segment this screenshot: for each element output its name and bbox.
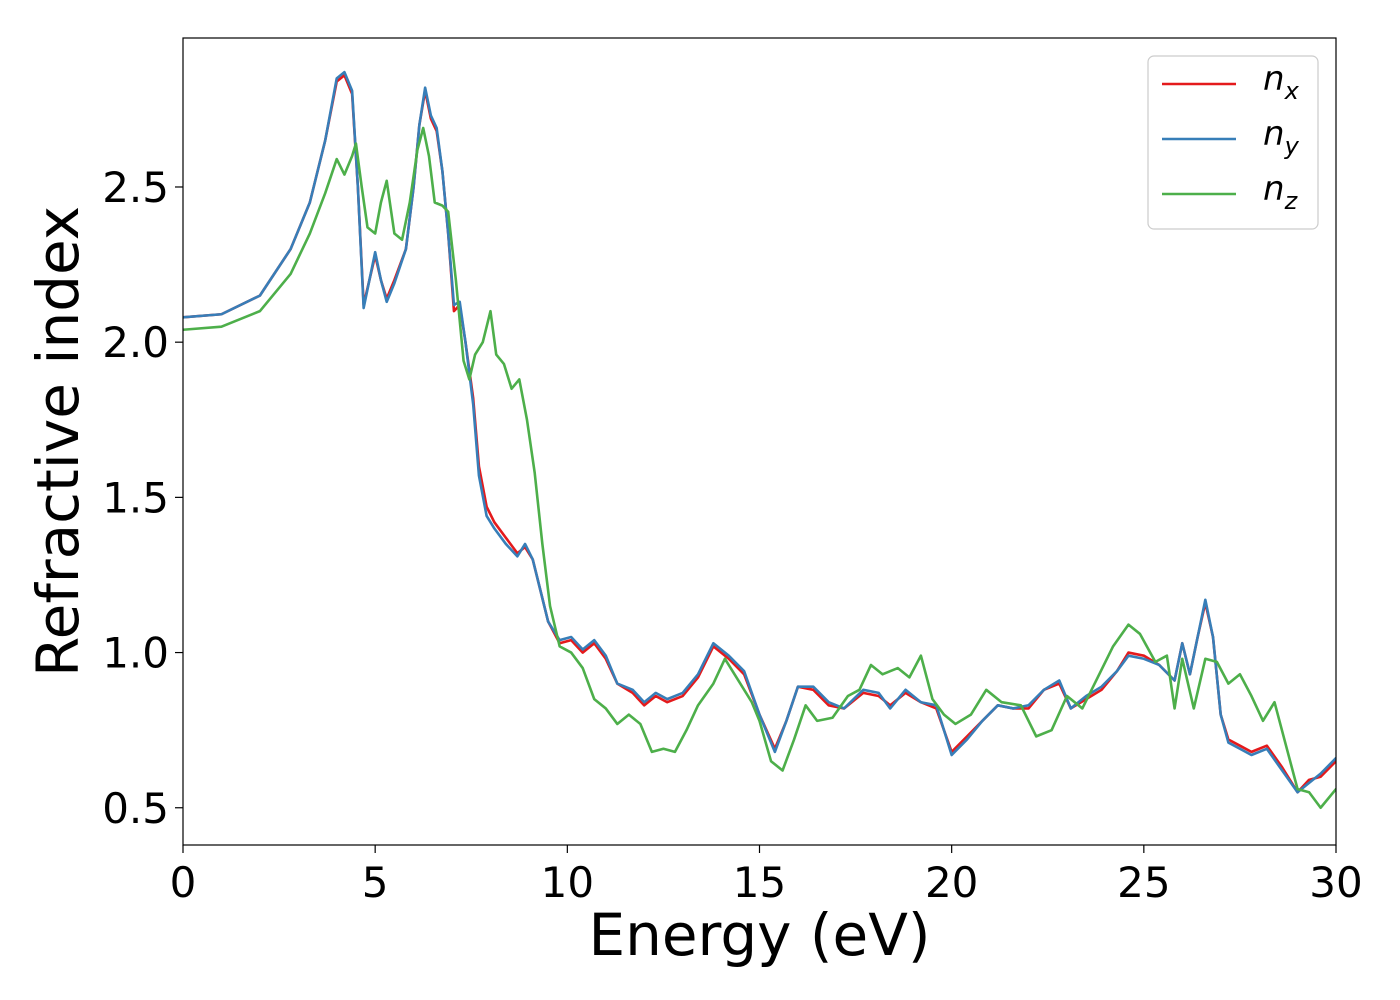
x-tick-label: 0 — [170, 858, 197, 907]
axes-layer: 0 5 10 15 20 25 30 0.5 1.0 1.5 2.0 2.5 — [102, 37, 1363, 907]
y-tick-label: 0.5 — [102, 784, 169, 833]
series-line-z — [183, 126, 1336, 810]
legend-label-x: nx — [1263, 59, 1300, 105]
legend-label-y: ny — [1263, 114, 1300, 160]
x-tick-label: 10 — [541, 858, 594, 907]
y-tick-label: 1.0 — [102, 629, 169, 678]
series-layer — [183, 70, 1336, 810]
x-tick-label: 20 — [925, 858, 978, 907]
x-tick-label: 30 — [1309, 858, 1362, 907]
series-line-y — [183, 70, 1336, 794]
y-tick-label: 1.5 — [102, 473, 169, 522]
x-axis-title: Energy (eV) — [588, 901, 930, 969]
x-tick-label: 25 — [1117, 858, 1170, 907]
legend-label-z: nz — [1263, 169, 1299, 215]
x-tick-label: 15 — [733, 858, 786, 907]
x-tick-label: 5 — [362, 858, 389, 907]
y-tick-label: 2.5 — [102, 163, 169, 212]
legend: nx ny nz — [1147, 55, 1319, 230]
y-axis-title: Refractive index — [24, 206, 92, 677]
y-tick-label: 2.0 — [102, 318, 169, 367]
legend-box — [1147, 55, 1319, 230]
